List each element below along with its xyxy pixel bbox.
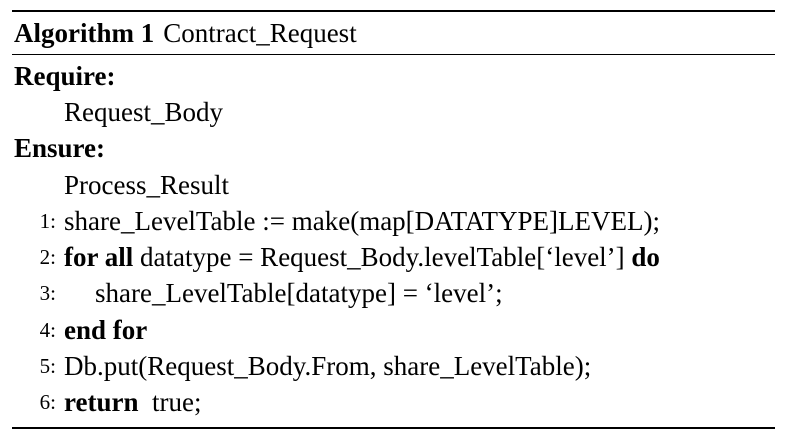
- line-code: share_LevelTable[datatype] = ‘level’;: [95, 278, 503, 309]
- line-number: 3:: [39, 281, 56, 306]
- line-number: 1:: [39, 208, 56, 233]
- algorithm-line-2: 2: for all datatype = Request_Body.level…: [12, 239, 775, 275]
- require-keyword: Require:: [14, 60, 116, 91]
- caption-rule: [12, 54, 775, 55]
- top-rule: [12, 10, 775, 12]
- algorithm-block: Algorithm 1 Contract_Request Require: Re…: [12, 10, 775, 429]
- line-number: 5:: [39, 354, 56, 379]
- algorithm-title: Contract_Request: [163, 17, 357, 48]
- line-number: 4:: [39, 317, 56, 342]
- keyword-return: return: [64, 387, 139, 418]
- keyword-do: do: [631, 242, 660, 273]
- return-value: true;: [138, 387, 202, 418]
- keyword-end-for: end for: [64, 314, 148, 345]
- line-code: for all datatype = Request_Body.levelTab…: [64, 242, 660, 273]
- line-number: 2:: [39, 245, 56, 270]
- require-value: Request_Body: [64, 96, 223, 127]
- algorithm-line-4: 4: end for: [12, 312, 775, 348]
- bottom-rule: [12, 426, 775, 429]
- algorithm-label: Algorithm 1: [14, 17, 155, 48]
- algorithm-line-1: 1: share_LevelTable := make(map[DATATYPE…: [12, 203, 775, 239]
- algorithm-line-6: 6: return true;: [12, 385, 775, 421]
- ensure-keyword: Ensure:: [14, 133, 106, 164]
- algorithm-body: Require: Request_Body Ensure: Process_Re…: [12, 55, 775, 427]
- loop-expression: datatype = Request_Body.levelTable[‘leve…: [133, 242, 632, 273]
- line-code: return true;: [64, 387, 201, 418]
- line-number: 6:: [39, 390, 56, 415]
- algorithm-line-5: 5: Db.put(Request_Body.From, share_Level…: [12, 348, 775, 384]
- keyword-for-all: for all: [64, 242, 134, 273]
- line-code: Db.put(Request_Body.From, share_LevelTab…: [64, 351, 592, 382]
- ensure-value: Process_Result: [64, 169, 229, 200]
- algorithm-caption: Algorithm 1 Contract_Request: [12, 12, 775, 54]
- algorithm-line-3: 3: share_LevelTable[datatype] = ‘level’;: [12, 276, 775, 312]
- line-code: share_LevelTable := make(map[DATATYPE]LE…: [64, 205, 660, 236]
